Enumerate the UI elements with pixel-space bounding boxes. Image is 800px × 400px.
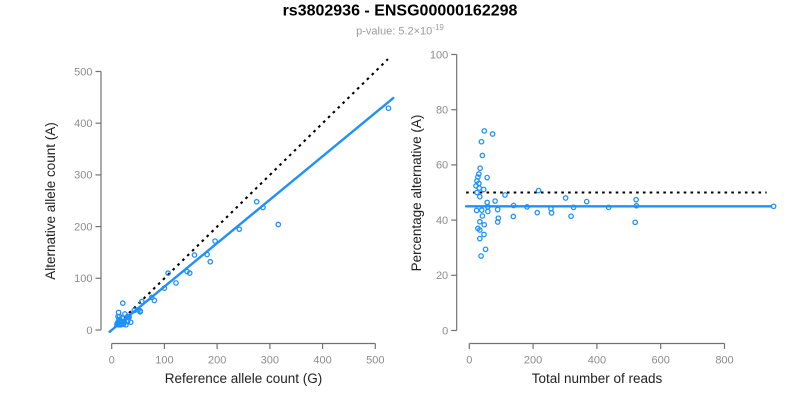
data-point (212, 238, 218, 244)
left-x-axis-title: Reference allele count (G) (165, 371, 323, 386)
data-point (385, 105, 392, 112)
data-point (502, 192, 508, 198)
data-point (510, 213, 517, 220)
y-tick-label: 100 (430, 49, 448, 61)
data-point (478, 207, 485, 214)
data-point (481, 221, 488, 228)
y-tick-label: 200 (74, 221, 92, 233)
data-point (253, 198, 260, 205)
data-point (476, 218, 483, 225)
data-point (207, 258, 214, 265)
data-point (120, 321, 127, 328)
data-point (535, 187, 542, 194)
data-point (479, 213, 486, 219)
data-point (123, 321, 129, 328)
data-point (165, 270, 171, 276)
data-point (479, 152, 486, 159)
data-point (260, 204, 266, 211)
y-tick-label: 400 (74, 118, 92, 130)
data-point (770, 203, 777, 210)
data-point (570, 204, 577, 211)
data-point (476, 235, 483, 242)
data-point (173, 280, 179, 286)
data-point (191, 252, 198, 258)
data-point (119, 300, 126, 306)
data-point (127, 319, 134, 326)
data-point (478, 138, 485, 145)
data-point (473, 207, 480, 214)
x-tick-label: 100 (155, 355, 173, 367)
data-point (605, 204, 612, 211)
data-point (131, 307, 138, 314)
x-tick-label: 400 (313, 355, 331, 367)
x-tick-label: 400 (588, 355, 606, 367)
y-tick-label: 80 (436, 105, 448, 117)
data-point (583, 198, 590, 205)
y-tick-label: 500 (74, 66, 92, 78)
data-point (481, 128, 488, 134)
left-scatter-plot: 0 100 200 300 400 500 0 100 200 300 400 500 (74, 58, 395, 367)
data-point (633, 202, 640, 209)
y-tick-label: 300 (74, 170, 92, 182)
subtitle-exponent: -19 (432, 23, 444, 32)
x-tick-label: 200 (208, 355, 226, 367)
data-point (632, 219, 639, 226)
data-point (478, 253, 484, 259)
figure-subtitle: p-value: 5.2×10-19 (356, 23, 444, 38)
data-point (476, 193, 483, 200)
y-tick-label: 0 (442, 325, 448, 337)
data-point (484, 208, 491, 215)
data-point (137, 308, 144, 314)
data-point (489, 131, 496, 137)
y-tick-label: 40 (436, 215, 448, 227)
data-point (138, 298, 145, 305)
fit-line (108, 96, 395, 333)
figure-title: rs3802936 - ENSG00000162298 (283, 3, 518, 20)
x-tick-label: 800 (715, 355, 733, 367)
subtitle-text: p-value: 5.2×10 (356, 26, 432, 38)
data-point (484, 199, 491, 206)
y-tick-label: 20 (436, 270, 448, 282)
y-tick-label: 0 (86, 325, 92, 337)
dotted-reference-line (108, 58, 389, 333)
x-tick-label: 500 (366, 355, 384, 367)
data-point (494, 206, 501, 213)
data-point (562, 195, 569, 201)
right-x-axis-title: Total number of reads (532, 371, 663, 386)
data-point (476, 171, 482, 177)
x-tick-label: 300 (261, 355, 279, 367)
data-point (492, 198, 498, 204)
data-point (524, 204, 530, 210)
data-point (474, 189, 480, 196)
right-y-axis-title: Percentage alternative (A) (409, 115, 424, 272)
y-tick-label: 60 (436, 160, 448, 172)
data-point (484, 174, 491, 181)
data-point (482, 246, 489, 253)
x-tick-label: 0 (466, 355, 472, 367)
data-point (534, 209, 541, 216)
data-point (495, 215, 502, 222)
data-point (161, 285, 168, 291)
x-tick-label: 600 (652, 355, 670, 367)
x-tick-label: 0 (109, 355, 115, 367)
data-point (633, 196, 639, 203)
data-point (275, 221, 282, 228)
data-point (568, 213, 574, 220)
data-point (204, 251, 210, 258)
x-tick-label: 200 (524, 355, 542, 367)
data-point (476, 227, 483, 233)
data-point (148, 294, 155, 301)
data-point (510, 202, 517, 209)
data-point (548, 205, 554, 212)
data-point (184, 268, 190, 275)
data-point (477, 165, 483, 172)
right-scatter-plot: 0 200 400 600 800 0 20 40 60 80 100 (430, 49, 777, 367)
data-point (236, 226, 243, 233)
y-tick-label: 100 (74, 273, 92, 285)
data-point (480, 186, 487, 193)
left-y-axis-title: Alternative allele count (A) (43, 122, 58, 280)
data-point (481, 231, 487, 238)
